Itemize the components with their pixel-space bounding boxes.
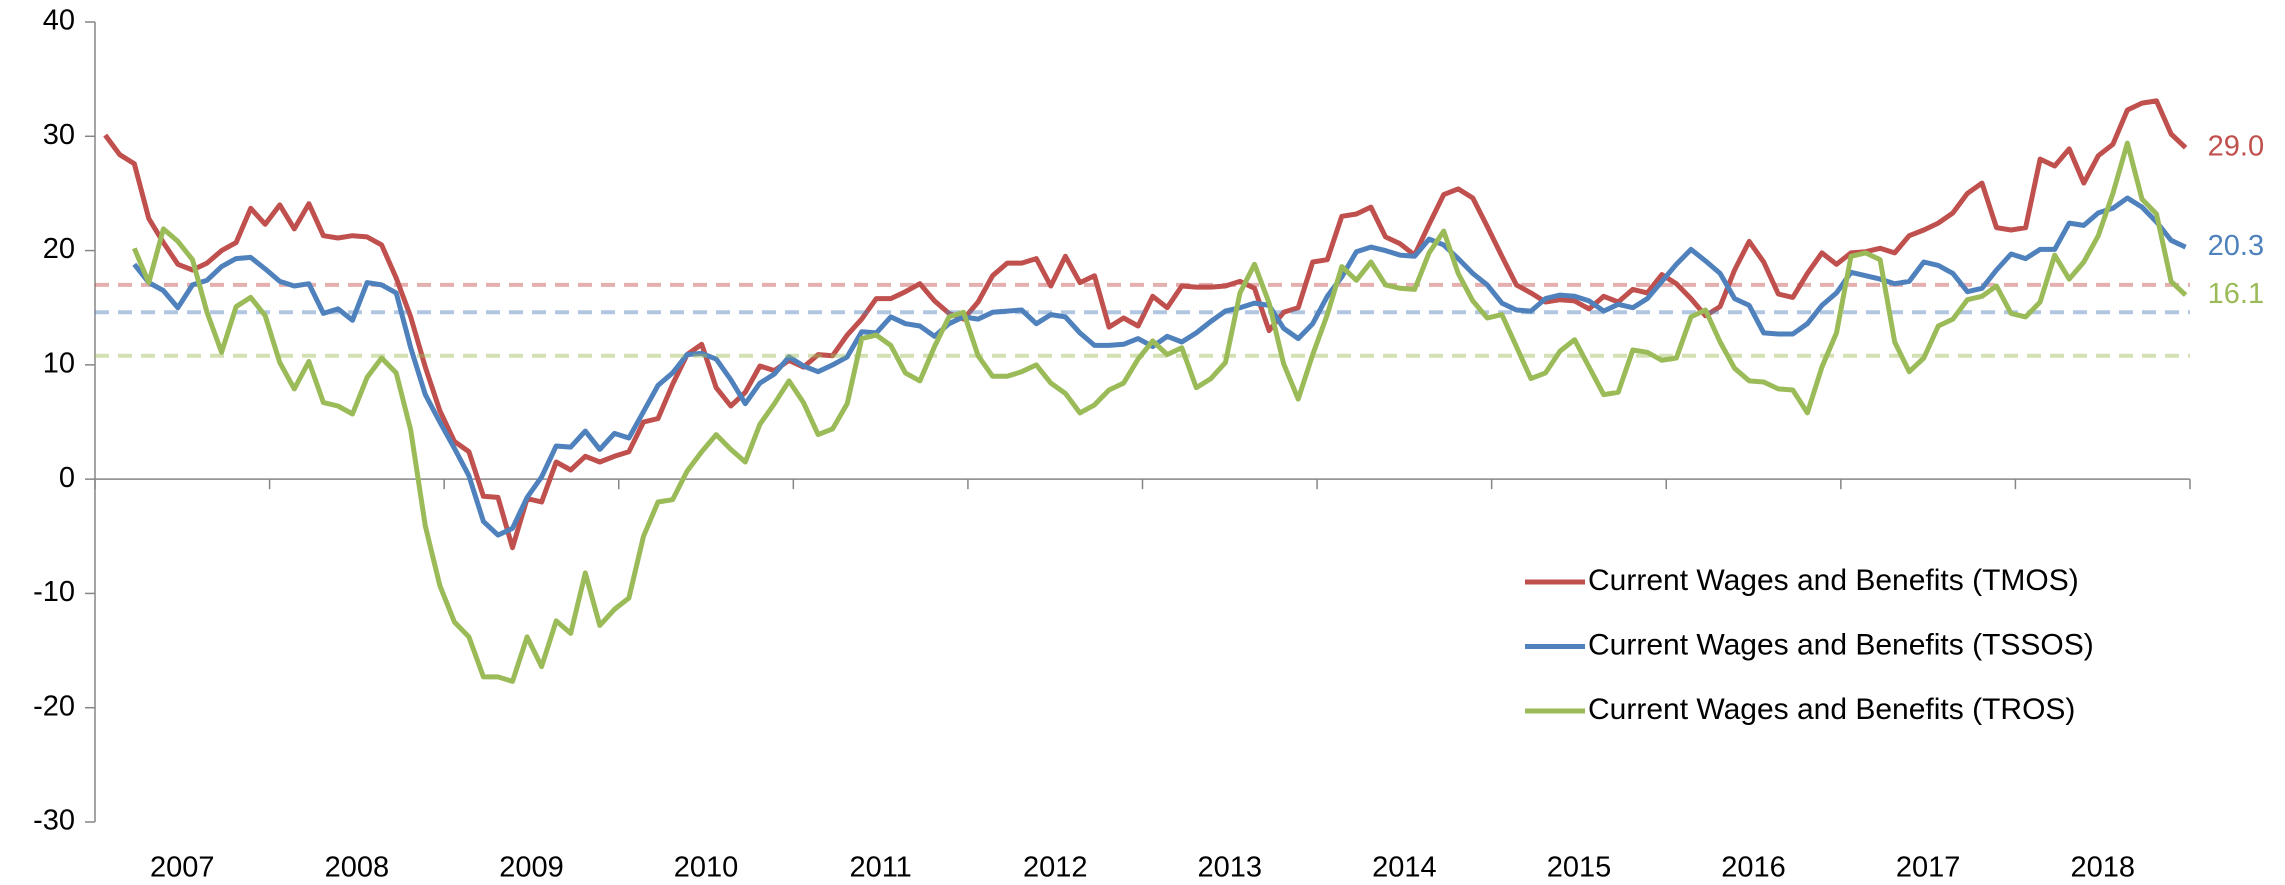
x-tick-label: 2010 (674, 852, 739, 884)
x-tick-label: 2008 (325, 852, 390, 884)
y-tick-label: -20 (33, 690, 75, 722)
end-label: 29.0 (2208, 130, 2264, 162)
x-tick-label: 2015 (1547, 852, 1612, 884)
end-label: 16.1 (2208, 278, 2264, 310)
legend-label: Current Wages and Benefits (TMOS) (1588, 564, 2079, 597)
x-tick-label: 2012 (1023, 852, 1088, 884)
y-tick-label: 30 (43, 119, 75, 151)
legend-label: Current Wages and Benefits (TSSOS) (1588, 628, 2094, 661)
x-tick-label: 2018 (2070, 852, 2135, 884)
x-tick-label: 2017 (1896, 852, 1961, 884)
y-tick-label: -30 (33, 805, 75, 837)
y-tick-label: 20 (43, 233, 75, 265)
x-tick-label: 2013 (1198, 852, 1263, 884)
end-label: 20.3 (2208, 230, 2264, 262)
y-tick-label: -10 (33, 576, 75, 608)
series-line (103, 98, 2188, 551)
y-tick-label: 0 (59, 462, 75, 494)
x-tick-label: 2009 (499, 852, 564, 884)
y-tick-label: 10 (43, 348, 75, 380)
x-tick-label: 2011 (849, 852, 911, 884)
x-tick-label: 2014 (1372, 852, 1437, 884)
y-tick-label: 40 (43, 5, 75, 37)
series-line (131, 140, 2188, 684)
x-tick-label: 2016 (1721, 852, 1786, 884)
x-tick-label: 2007 (150, 852, 215, 884)
legend-label: Current Wages and Benefits (TROS) (1588, 693, 2075, 726)
